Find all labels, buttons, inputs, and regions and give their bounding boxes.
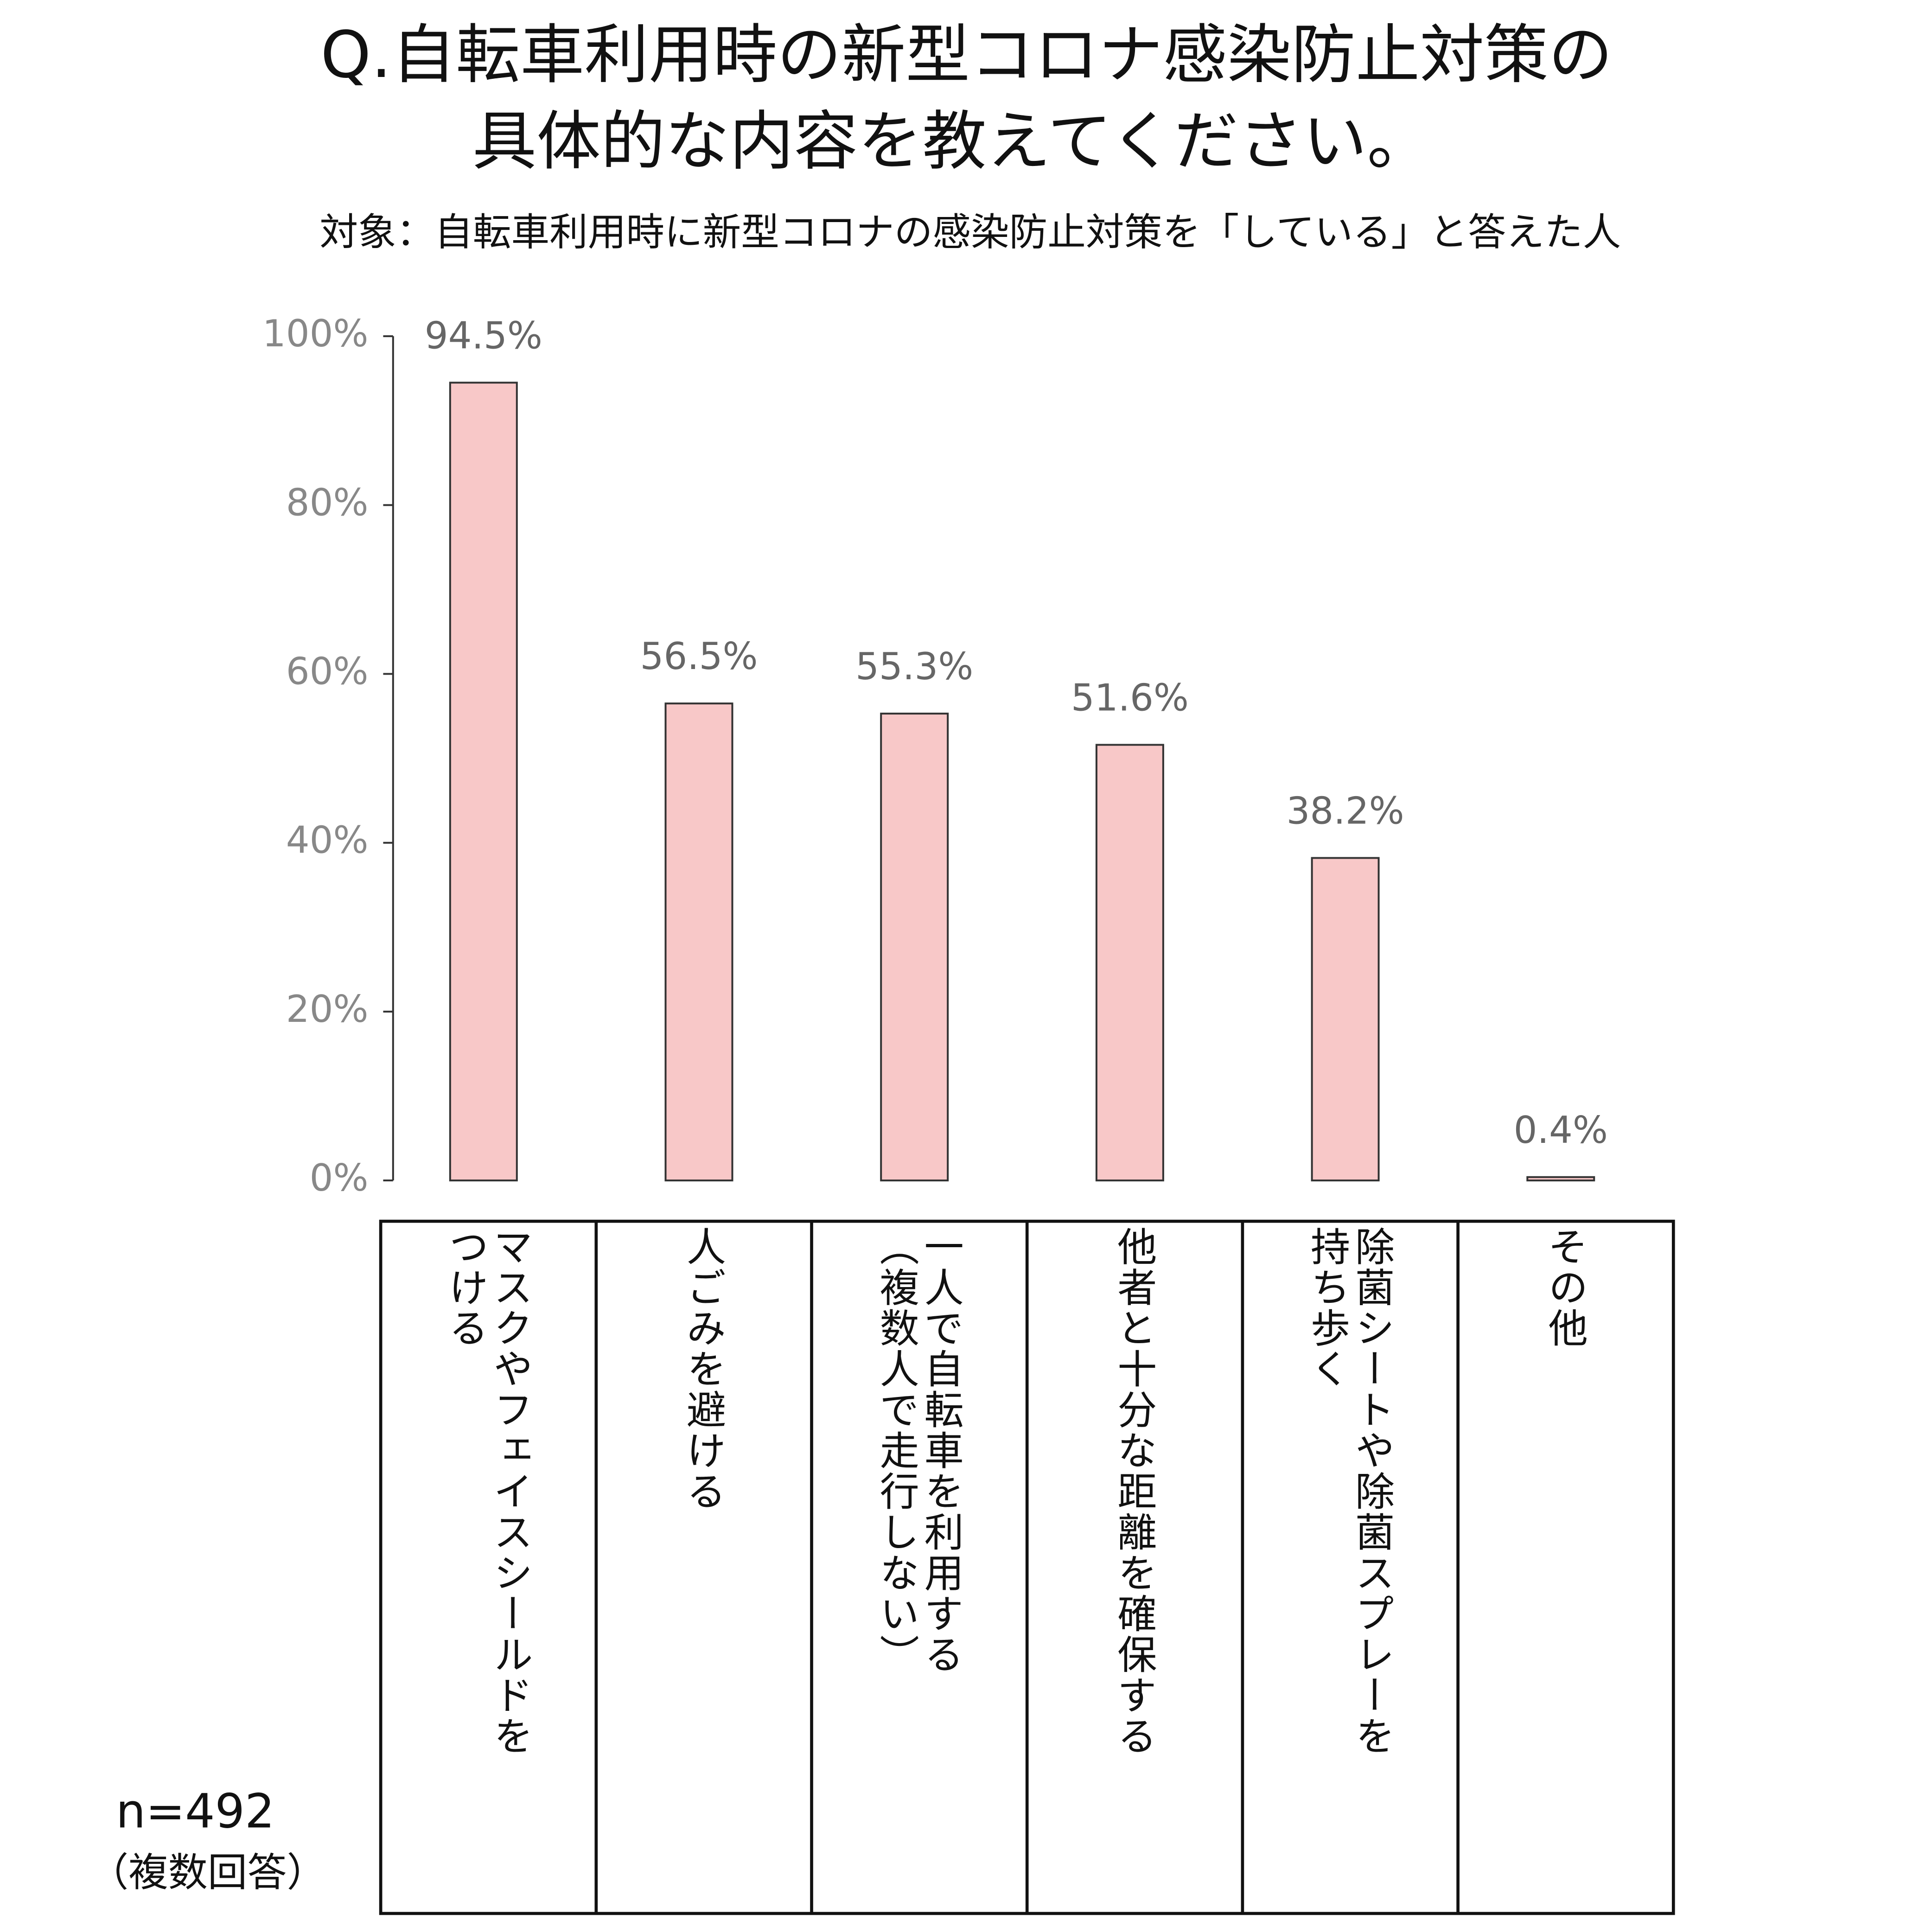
value-label: 56.5% [640,635,758,678]
category-label: その他 [1458,1226,1674,1909]
y-tick-label: 0% [310,1156,369,1199]
value-label: 94.5% [425,314,542,357]
y-tick-label: 80% [286,481,369,524]
note: n=492 [116,1784,274,1839]
category-cell: マスクやフェイスシールドを つける [381,1226,596,1909]
category-cell: 除菌シートや除菌スプレーを 持ち歩く [1243,1226,1458,1909]
value-label: 38.2% [1287,789,1404,832]
y-tick-label: 40% [286,819,369,862]
category-label: マスクやフェイスシールドを つける [381,1226,596,1909]
note: （複数回答） [89,1850,326,1896]
category-cell: 人ごみを避ける [596,1226,812,1909]
category-text: マスクやフェイスシールドを つける [442,1226,535,1757]
y-tick-label: 60% [286,650,369,693]
bar [1526,1176,1595,1182]
bar [1311,857,1380,1182]
chart-subtitle: 対象：自転車利用時に新型コロナの感染防止対策を「している」と答えた人 [319,210,1621,255]
category-text: 一人で自転車を利用する （複数人で走行しない） [874,1226,965,1675]
chart-title: Q.自転車利用時の新型コロナ感染防止対策の [320,17,1613,92]
category-text: 他者と十分な距離を確保する [1111,1226,1159,1757]
bar [449,382,518,1182]
y-tick-label: 20% [286,988,369,1031]
category-text: 人ごみを避ける [680,1226,727,1512]
category-cell: その他 [1458,1226,1674,1909]
category-text: 除菌シートや除菌スプレーを 持ち歩く [1304,1226,1396,1757]
value-label: 0.4% [1514,1109,1608,1152]
category-cell: 一人で自転車を利用する （複数人で走行しない） [811,1226,1027,1909]
category-text: その他 [1542,1226,1589,1349]
category-cell: 他者と十分な距離を確保する [1027,1226,1243,1909]
chart-title: 具体的な内容を教えてください。 [472,104,1431,179]
bar [880,713,949,1182]
bar [664,702,733,1182]
category-label: 人ごみを避ける [596,1226,812,1909]
category-label: 除菌シートや除菌スプレーを 持ち歩く [1243,1226,1458,1909]
category-label: 一人で自転車を利用する （複数人で走行しない） [811,1226,1027,1909]
value-label: 55.3% [855,645,973,688]
value-label: 51.6% [1071,676,1189,719]
y-tick-label: 100% [262,312,369,355]
bar [1095,744,1164,1182]
category-label: 他者と十分な距離を確保する [1027,1226,1243,1909]
